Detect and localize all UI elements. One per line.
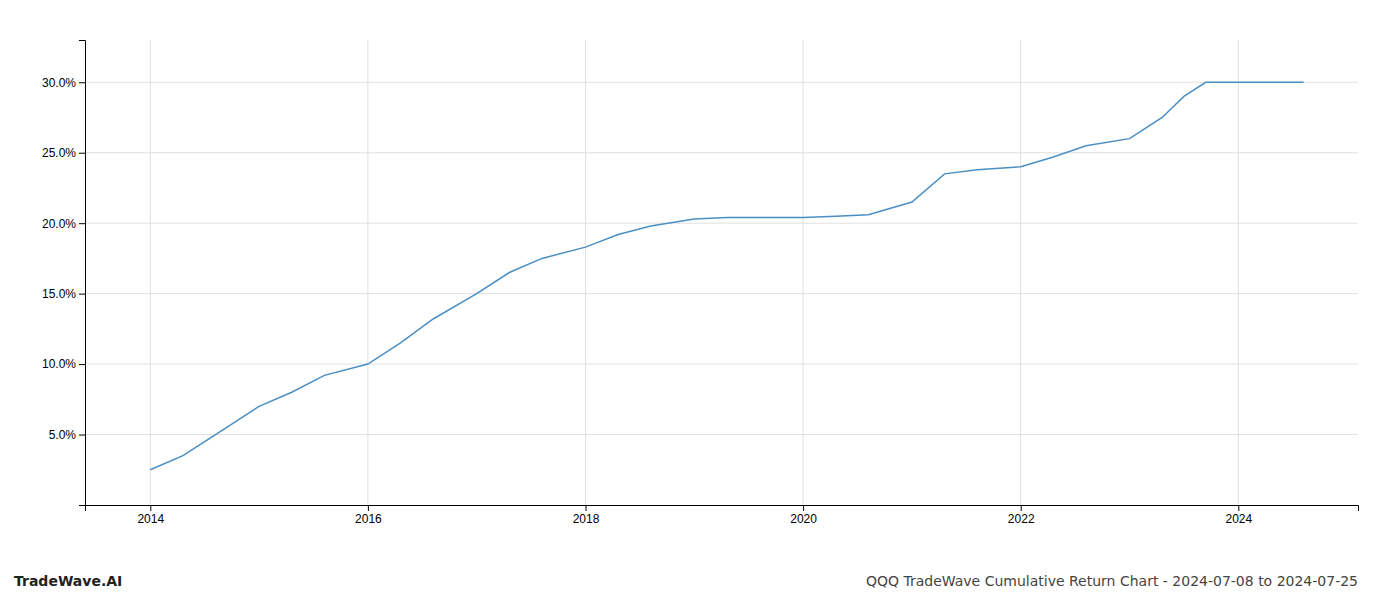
tick-mark (368, 505, 369, 511)
plot-area: 2014 2016 2018 2020 2022 2024 5.0% 10.0% 15.0% 20… (42, 40, 1359, 526)
tick-mark (79, 435, 85, 436)
grid (85, 40, 1358, 505)
tick-label: 10.0% (42, 357, 76, 371)
grid-line (85, 364, 1358, 365)
tick: 15.0% (42, 287, 85, 301)
tick-label: 30.0% (42, 76, 76, 90)
y-axis: 5.0% 10.0% 15.0% 20.0% 25.0% 30.0% (42, 41, 86, 506)
tick-label: 2018 (573, 512, 600, 526)
tick-label: 2024 (1225, 512, 1252, 526)
tick-label: 15.0% (42, 287, 76, 301)
grid-line (150, 40, 151, 505)
tick: 25.0% (42, 146, 85, 160)
tick: 20.0% (42, 217, 85, 231)
tick: 10.0% (42, 357, 85, 371)
tick-label: 2016 (355, 512, 382, 526)
tick-mark (79, 294, 85, 295)
tick-mark (79, 82, 85, 83)
tick-mark (79, 364, 85, 365)
tick: 2024 (1225, 505, 1252, 526)
marks (150, 82, 1303, 470)
tick-mark (803, 505, 804, 511)
line (150, 82, 1303, 470)
tick-mark (585, 505, 586, 511)
tick: 2018 (573, 505, 600, 526)
tick-mark (1021, 505, 1022, 511)
tick-label: 5.0% (49, 428, 77, 442)
tick-label: 2020 (790, 512, 817, 526)
grid-line (1238, 40, 1239, 505)
axis-line (79, 41, 86, 506)
tick-label: 25.0% (42, 146, 76, 160)
tick-mark (150, 505, 151, 511)
grid-line (585, 40, 586, 505)
tick-label: 2014 (137, 512, 164, 526)
grid-line (85, 152, 1358, 153)
tick-label: 2022 (1008, 512, 1035, 526)
grid-line (1020, 40, 1021, 505)
title: QQQ TradeWave Cumulative Return Chart - … (866, 573, 1358, 589)
axis-line (86, 506, 1359, 512)
grid-line (803, 40, 804, 505)
tick: 2022 (1008, 505, 1035, 526)
annotation: TradeWave.AI (14, 573, 122, 589)
tick: 2014 (137, 505, 164, 526)
tick: 2016 (355, 505, 382, 526)
grid-line (85, 82, 1358, 83)
tick: 30.0% (42, 76, 85, 90)
grid-line (367, 40, 368, 505)
grid-line (85, 293, 1358, 294)
chart: 2014 2016 2018 2020 2022 2024 5.0% 10.0% 15.0% 20… (0, 0, 1400, 600)
grid-line (85, 434, 1358, 435)
tick: 2020 (790, 505, 817, 526)
tick-mark (79, 223, 85, 224)
grid-line (85, 223, 1358, 224)
tick: 5.0% (49, 428, 85, 442)
tick-label: 20.0% (42, 217, 76, 231)
tick-mark (1238, 505, 1239, 511)
x-axis: 2014 2016 2018 2020 2022 2024 (86, 505, 1359, 526)
tick-mark (79, 153, 85, 154)
